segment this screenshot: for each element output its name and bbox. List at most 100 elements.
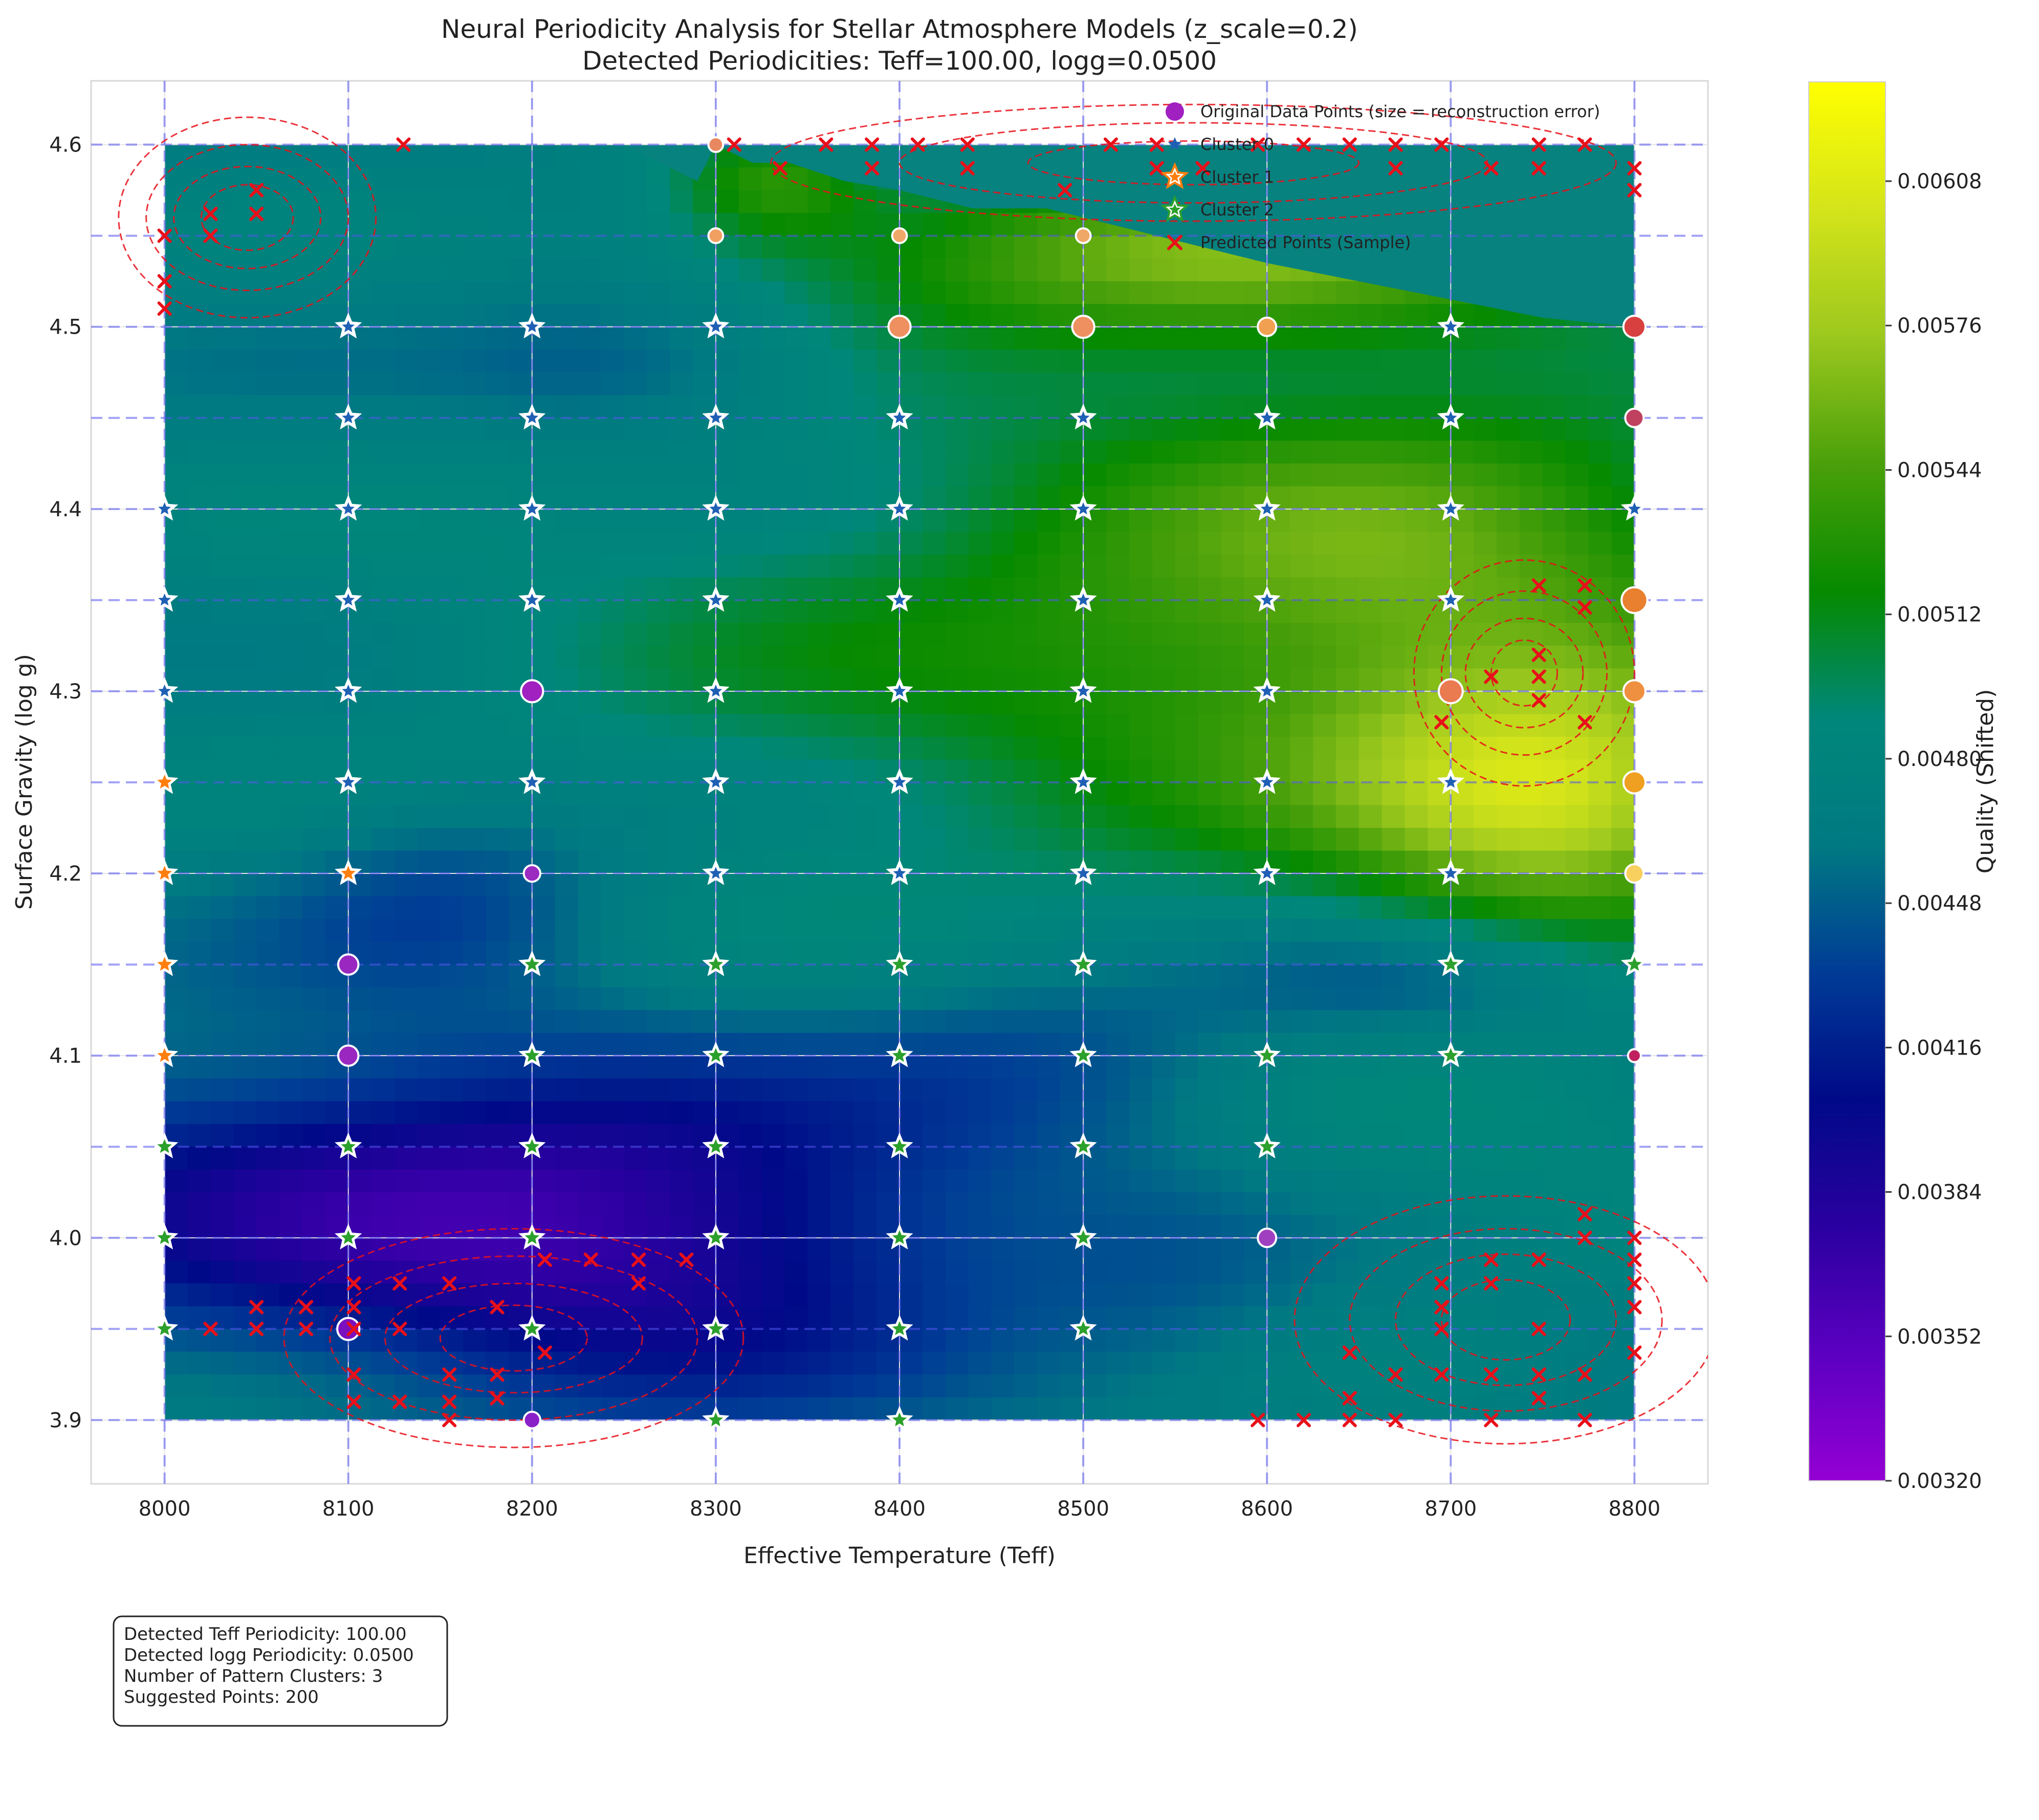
heatmap-cell bbox=[486, 1306, 510, 1330]
heatmap-cell bbox=[417, 441, 441, 464]
x-stroke bbox=[1388, 161, 1403, 176]
heatmap-cell bbox=[1497, 326, 1520, 350]
heatmap-cell bbox=[900, 1010, 923, 1034]
heatmap-cell bbox=[417, 418, 441, 442]
heatmap-cell bbox=[1382, 600, 1406, 624]
heatmap-cell bbox=[670, 509, 693, 533]
heatmap-cell bbox=[1106, 691, 1130, 715]
heatmap-cell bbox=[922, 281, 946, 305]
heatmap-cell bbox=[1519, 964, 1543, 988]
heatmap-cell bbox=[1335, 1147, 1360, 1170]
heatmap-cell bbox=[509, 372, 533, 396]
heatmap-cell bbox=[187, 463, 211, 487]
heatmap-cell bbox=[1152, 737, 1176, 760]
heatmap-cell bbox=[417, 1329, 441, 1352]
heatmap-cell bbox=[509, 213, 533, 236]
heatmap-cell bbox=[761, 463, 785, 487]
heatmap-cell bbox=[784, 645, 808, 669]
heatmap-cell bbox=[348, 167, 372, 191]
heatmap-cell bbox=[302, 486, 326, 510]
heatmap-cell bbox=[1611, 805, 1635, 828]
original-data-point bbox=[1622, 679, 1647, 704]
heatmap-cell bbox=[738, 281, 762, 305]
heatmap-cell bbox=[807, 326, 831, 350]
heatmap-cell bbox=[1565, 554, 1589, 578]
heatmap-cell bbox=[991, 850, 1015, 874]
heatmap-cell bbox=[601, 258, 625, 282]
heatmap-cell bbox=[1358, 1033, 1383, 1057]
heatmap-cell bbox=[417, 1101, 441, 1125]
heatmap-cell bbox=[1313, 1397, 1336, 1421]
heatmap-cell bbox=[784, 1283, 808, 1307]
heatmap-cell bbox=[1106, 1169, 1130, 1193]
heatmap-cell bbox=[968, 623, 992, 646]
heatmap-cell bbox=[371, 326, 395, 350]
heatmap-cell bbox=[601, 235, 625, 259]
heatmap-cell bbox=[1428, 828, 1452, 851]
heatmap-cell bbox=[1175, 987, 1199, 1011]
heatmap-cell bbox=[486, 1033, 510, 1057]
heatmap-cell bbox=[486, 190, 510, 214]
heatmap-cell bbox=[1290, 759, 1313, 783]
heatmap-cell bbox=[1358, 281, 1383, 305]
heatmap-cell bbox=[417, 1056, 441, 1079]
heatmap-cell bbox=[670, 418, 693, 442]
heatmap-cell bbox=[1335, 349, 1360, 373]
heatmap-cell bbox=[1152, 828, 1176, 851]
heatmap-cell bbox=[647, 395, 671, 419]
cluster-1-star bbox=[341, 866, 356, 880]
heatmap-cell bbox=[578, 326, 602, 350]
heatmap-cell bbox=[532, 1260, 556, 1284]
heatmap-cell bbox=[417, 1078, 441, 1102]
heatmap-cell bbox=[440, 600, 464, 624]
heatmap-cell bbox=[715, 1192, 739, 1216]
heatmap-cell bbox=[784, 554, 808, 578]
heatmap-cell bbox=[1060, 896, 1084, 920]
heatmap-cell bbox=[853, 1238, 878, 1261]
heatmap-cell bbox=[394, 828, 418, 851]
heatmap-cell bbox=[1497, 1238, 1520, 1261]
heatmap-cell bbox=[1588, 850, 1612, 874]
heatmap-cell bbox=[693, 1078, 716, 1102]
cluster-0-star bbox=[893, 776, 906, 788]
heatmap-cell bbox=[1290, 1329, 1313, 1352]
heatmap-cell bbox=[761, 714, 785, 737]
colorbar-tick-label: 0.00512 bbox=[1897, 603, 1982, 627]
heatmap-cell bbox=[807, 896, 831, 920]
heatmap-cell bbox=[693, 1010, 716, 1034]
heatmap-cell bbox=[1497, 532, 1520, 555]
heatmap-cell bbox=[853, 964, 878, 988]
heatmap-cell bbox=[1519, 418, 1543, 442]
heatmap-cell bbox=[830, 1283, 854, 1307]
heatmap-cell bbox=[394, 919, 418, 942]
heatmap-cell bbox=[578, 714, 602, 737]
heatmap-cell bbox=[876, 1169, 900, 1193]
heatmap-cell bbox=[1542, 1306, 1566, 1330]
x-stroke bbox=[1531, 647, 1546, 662]
heatmap-cell bbox=[1175, 395, 1199, 419]
heatmap-cell bbox=[900, 896, 923, 920]
heatmap-cell bbox=[1290, 1124, 1313, 1148]
heatmap-cell bbox=[233, 1124, 257, 1148]
heatmap-cell bbox=[532, 167, 556, 191]
heatmap-cell bbox=[463, 737, 487, 760]
heatmap-cell bbox=[1244, 1351, 1268, 1375]
heatmap-cell bbox=[1106, 873, 1130, 897]
heatmap-cell bbox=[1106, 441, 1130, 464]
heatmap-cell bbox=[1313, 532, 1336, 555]
heatmap-cell bbox=[325, 896, 349, 920]
heatmap-cell bbox=[1497, 441, 1520, 464]
heatmap-cell bbox=[830, 441, 854, 464]
heatmap-cell bbox=[555, 372, 579, 396]
heatmap-cell bbox=[509, 532, 533, 555]
heatmap-cell bbox=[1542, 987, 1566, 1011]
heatmap-cell bbox=[647, 714, 671, 737]
heatmap-cell bbox=[1129, 1010, 1153, 1034]
heatmap-cell bbox=[1542, 486, 1566, 510]
original-data-point bbox=[1620, 586, 1649, 615]
heatmap-cell bbox=[853, 668, 878, 692]
heatmap-cell bbox=[509, 167, 533, 191]
heatmap-cell bbox=[853, 532, 878, 555]
heatmap-cell bbox=[1565, 623, 1589, 646]
heatmap-cell bbox=[1106, 919, 1130, 942]
